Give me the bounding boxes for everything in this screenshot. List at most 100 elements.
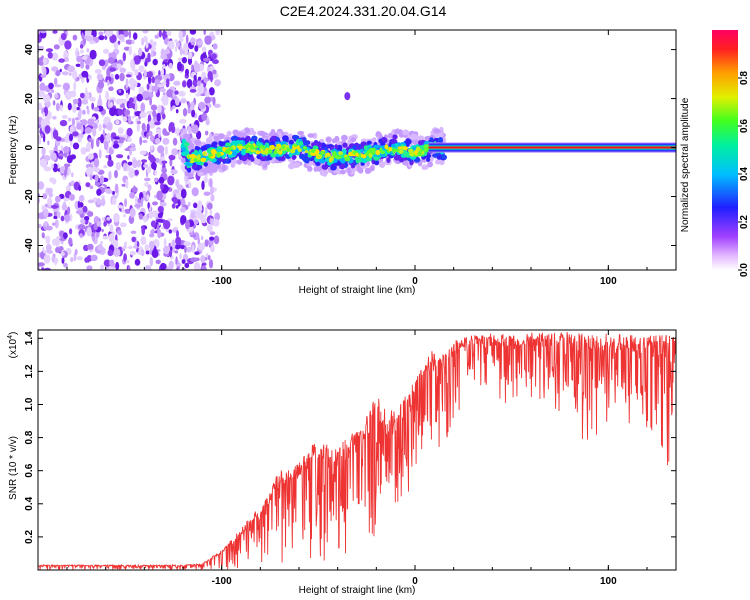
noise-blob bbox=[177, 61, 182, 72]
colorbar-tick-label: 0.4 bbox=[739, 167, 750, 181]
noise-blob bbox=[54, 257, 58, 266]
signal-blob bbox=[417, 151, 423, 157]
noise-blob bbox=[48, 82, 54, 90]
noise-blob bbox=[89, 185, 94, 190]
noise-blob bbox=[180, 215, 187, 224]
noise-blob bbox=[103, 141, 109, 151]
noise-blob bbox=[148, 120, 156, 129]
spectrogram-ylabel: Frequency (Hz) bbox=[8, 116, 19, 185]
noise-blob bbox=[59, 119, 68, 127]
signal-blob bbox=[307, 133, 315, 138]
noise-blob bbox=[128, 115, 132, 125]
noise-blob bbox=[107, 57, 115, 64]
noise-blob bbox=[161, 81, 167, 86]
noise-blob bbox=[76, 51, 80, 56]
noise-blob bbox=[134, 169, 139, 176]
signal-blob bbox=[394, 148, 400, 152]
noise-blob bbox=[150, 229, 155, 235]
noise-blob bbox=[43, 208, 49, 218]
colorbar-gradient bbox=[712, 30, 738, 270]
noise-blob bbox=[152, 110, 157, 118]
noise-blob bbox=[92, 235, 95, 242]
signal-blob bbox=[403, 150, 408, 155]
y-tick-label: 0.6 bbox=[24, 463, 35, 477]
noise-blob bbox=[97, 81, 105, 89]
noise-blob bbox=[144, 244, 149, 252]
noise-blob bbox=[107, 159, 114, 167]
noise-blob bbox=[94, 69, 102, 74]
colorbar: 0.0 0.2 0.4 0.6 0.8 Normalized spectral ampl… bbox=[680, 30, 750, 277]
signal-blob bbox=[441, 154, 447, 160]
spectrogram-frame bbox=[37, 29, 677, 271]
noise-blob bbox=[171, 196, 178, 203]
colorbar-tick-label: 0.0 bbox=[739, 263, 750, 277]
noise-blob bbox=[146, 194, 150, 201]
noise-blob bbox=[51, 177, 57, 185]
spectrogram-xlabel: Height of straight line (km) bbox=[299, 285, 416, 296]
signal-blob bbox=[203, 162, 208, 167]
noise-blob bbox=[169, 246, 173, 252]
noise-blob bbox=[210, 194, 215, 202]
noise-blob bbox=[45, 235, 51, 245]
noise-blob bbox=[43, 117, 51, 128]
signal-blob bbox=[302, 141, 310, 146]
signal-blob bbox=[361, 154, 367, 159]
noise-blob bbox=[71, 117, 75, 127]
noise-blob bbox=[86, 258, 90, 263]
noise-blob bbox=[103, 259, 111, 267]
noise-blob bbox=[88, 40, 96, 45]
noise-blob bbox=[141, 123, 146, 131]
noise-blob bbox=[103, 221, 107, 227]
signal-blob bbox=[225, 142, 232, 147]
signal-blob bbox=[207, 153, 213, 157]
noise-blob bbox=[146, 110, 154, 115]
noise-blob bbox=[154, 34, 160, 39]
noise-blob bbox=[61, 115, 68, 119]
noise-blob bbox=[38, 135, 42, 145]
noise-blob bbox=[205, 130, 209, 136]
noise-blob bbox=[60, 104, 63, 112]
signal-blob bbox=[363, 145, 369, 151]
noise-blob bbox=[129, 147, 137, 152]
noise-blob bbox=[38, 266, 41, 270]
noise-blob bbox=[127, 265, 131, 270]
noise-blob bbox=[210, 244, 215, 253]
noise-blob bbox=[134, 195, 139, 206]
signal-blob bbox=[236, 140, 241, 145]
signal-blob bbox=[200, 145, 208, 151]
signal-blob bbox=[386, 157, 391, 164]
signal-blob bbox=[297, 130, 305, 136]
noise-blob bbox=[177, 199, 181, 207]
signal-blob bbox=[416, 146, 420, 152]
noise-blob bbox=[52, 30, 58, 34]
noise-blob bbox=[156, 190, 163, 201]
noise-blob bbox=[114, 73, 120, 80]
signal-blob bbox=[232, 129, 239, 136]
noise-blob bbox=[105, 190, 113, 194]
noise-blob bbox=[100, 134, 104, 144]
noise-blob bbox=[52, 100, 56, 106]
noise-blob bbox=[165, 78, 170, 88]
noise-blob bbox=[69, 126, 74, 133]
noise-blob bbox=[155, 128, 162, 134]
noise-blob bbox=[146, 123, 150, 133]
noise-blob bbox=[203, 30, 206, 36]
noise-blob bbox=[187, 102, 191, 109]
noise-blob bbox=[89, 96, 96, 102]
noise-blob bbox=[105, 90, 109, 101]
noise-blob bbox=[173, 80, 181, 86]
noise-blob bbox=[42, 67, 47, 76]
noise-blob bbox=[197, 200, 203, 210]
signal-blob bbox=[291, 154, 297, 160]
noise-blob bbox=[131, 39, 135, 45]
noise-blob bbox=[150, 220, 157, 228]
noise-blob bbox=[167, 175, 175, 186]
noise-blob bbox=[142, 30, 149, 34]
signal-blob bbox=[310, 148, 316, 154]
noise-blob bbox=[163, 245, 171, 255]
noise-blob bbox=[82, 205, 88, 213]
noise-blob bbox=[149, 256, 153, 267]
y-tick-label: 40 bbox=[24, 44, 35, 56]
noise-blob bbox=[60, 251, 65, 256]
noise-blob bbox=[196, 81, 202, 86]
